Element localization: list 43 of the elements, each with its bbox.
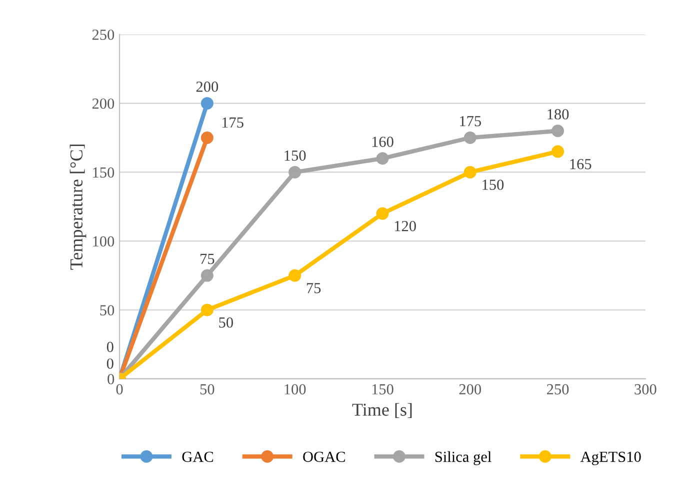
x-axis-title: Time [s] (352, 403, 412, 418)
x-tick-label: 150 (372, 384, 394, 394)
data-label: 175 (460, 116, 481, 126)
point (552, 124, 564, 138)
x-tick-label: 50 (200, 384, 214, 394)
data-label: 175 (222, 117, 244, 128)
y-tick-label: 150 (93, 167, 114, 178)
point (200, 132, 214, 144)
x-tick-label: 200 (459, 384, 482, 394)
y-axis-title: Temperature [°C] (70, 144, 86, 270)
y-tick-label: 200 (92, 98, 114, 109)
data-label: 120 (394, 220, 416, 232)
point (200, 97, 214, 110)
x-tick-label: 100 (284, 384, 306, 394)
point (200, 269, 214, 282)
legend-label: OGAC (303, 452, 345, 462)
x-tick-label: 250 (546, 384, 569, 394)
legend-label: AgETS10 (580, 452, 641, 466)
data-label: 50 (219, 317, 233, 328)
x-tick-label: 300 (634, 384, 656, 394)
y-tick-label: 50 (100, 305, 114, 316)
data-label: 150 (284, 150, 306, 161)
point (288, 269, 302, 282)
y-tick-label: 0 (108, 374, 114, 384)
point (464, 166, 476, 178)
data-label: 150 (482, 180, 504, 190)
x-tick-label: 0 (116, 384, 123, 394)
point (200, 304, 214, 316)
y-tick-label: 100 (93, 236, 114, 247)
data-label: 200 (196, 82, 218, 92)
point (376, 207, 389, 220)
data-label: 165 (570, 158, 592, 170)
point (376, 152, 389, 165)
data-label: 75 (306, 283, 321, 294)
legend-label: Silica gel (435, 451, 492, 466)
data-label: 160 (372, 136, 394, 147)
y-tick-label: 250 (92, 30, 114, 40)
point (464, 132, 476, 144)
point (552, 145, 564, 158)
data-label: 180 (548, 109, 569, 120)
point (288, 166, 302, 178)
data-label: 75 (200, 254, 214, 264)
legend-label: GAC (182, 452, 214, 462)
